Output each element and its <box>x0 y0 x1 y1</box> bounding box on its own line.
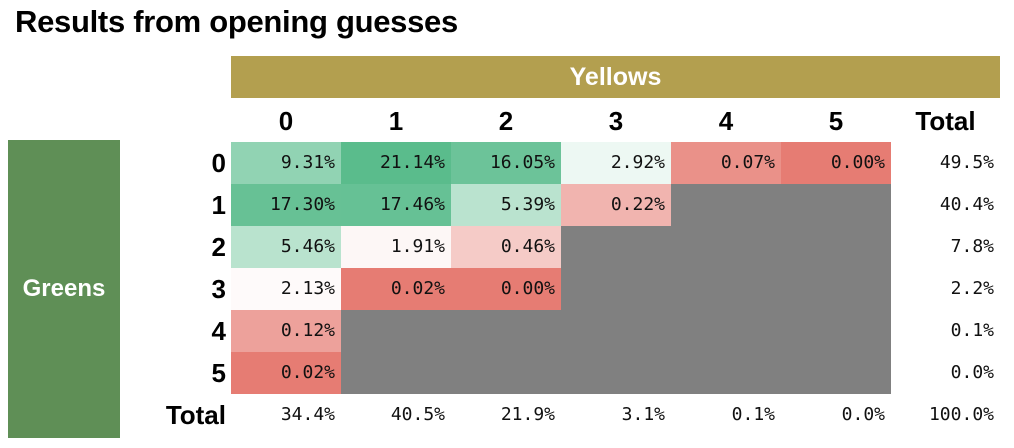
row-total: 2.2% <box>950 278 994 299</box>
greens-axis-label: Greens <box>8 140 120 438</box>
col-header-0: 0 <box>278 106 294 136</box>
heatmap-cell: 0.00% <box>451 268 561 310</box>
row-total: 49.5% <box>939 152 994 173</box>
heatmap-cell: 0.46% <box>451 226 561 268</box>
column-total: 3.1% <box>621 404 665 425</box>
heatmap-cell: 0.07% <box>671 142 781 184</box>
col-header-total: Total <box>915 106 976 136</box>
heatmap-cell: 17.46% <box>341 184 451 226</box>
column-total: 34.4% <box>280 404 335 425</box>
heatmap-cell: 21.14% <box>341 142 451 184</box>
column-total: 0.1% <box>731 404 775 425</box>
heatmap-cell: 16.05% <box>451 142 561 184</box>
heatmap-cell: 5.39% <box>451 184 561 226</box>
heatmap-cell: 0.02% <box>231 352 341 394</box>
unavailable-area <box>561 268 891 310</box>
row-total: 0.0% <box>950 362 994 383</box>
heatmap-cell: 0.12% <box>231 310 341 352</box>
row-header-1: 1 <box>211 190 226 220</box>
row-total: 40.4% <box>939 194 994 215</box>
col-header-2: 2 <box>498 106 514 136</box>
col-header-4: 4 <box>718 106 734 136</box>
yellows-axis-label: Yellows <box>231 56 1000 98</box>
column-total: 40.5% <box>390 404 445 425</box>
row-header-3: 3 <box>211 274 226 304</box>
col-header-1: 1 <box>388 106 404 136</box>
column-total: 21.9% <box>500 404 555 425</box>
unavailable-area <box>341 310 891 352</box>
heatmap-cell: 9.31% <box>231 142 341 184</box>
row-total: 7.8% <box>950 236 994 257</box>
heatmap-cell: 17.30% <box>231 184 341 226</box>
column-total: 0.0% <box>841 404 885 425</box>
chart-title: Results from opening guesses <box>15 4 458 39</box>
grand-total: 100.0% <box>928 404 994 425</box>
heatmap-cell: 0.02% <box>341 268 451 310</box>
row-header-0: 0 <box>211 148 226 178</box>
heatmap-cell: 0.22% <box>561 184 671 226</box>
unavailable-area <box>561 226 891 268</box>
col-header-3: 3 <box>608 106 624 136</box>
unavailable-area <box>671 184 891 226</box>
row-header-5: 5 <box>211 358 226 388</box>
heatmap-cell: 5.46% <box>231 226 341 268</box>
row-total: 0.1% <box>950 320 994 341</box>
row-header-4: 4 <box>211 316 226 346</box>
row-header-2: 2 <box>211 232 226 262</box>
heatmap-cell: 1.91% <box>341 226 451 268</box>
unavailable-area <box>341 352 891 394</box>
heatmap-cell: 0.00% <box>781 142 891 184</box>
row-header-total: Total <box>165 400 226 430</box>
col-header-5: 5 <box>828 106 844 136</box>
heatmap-cell: 2.92% <box>561 142 671 184</box>
heatmap-cell: 2.13% <box>231 268 341 310</box>
